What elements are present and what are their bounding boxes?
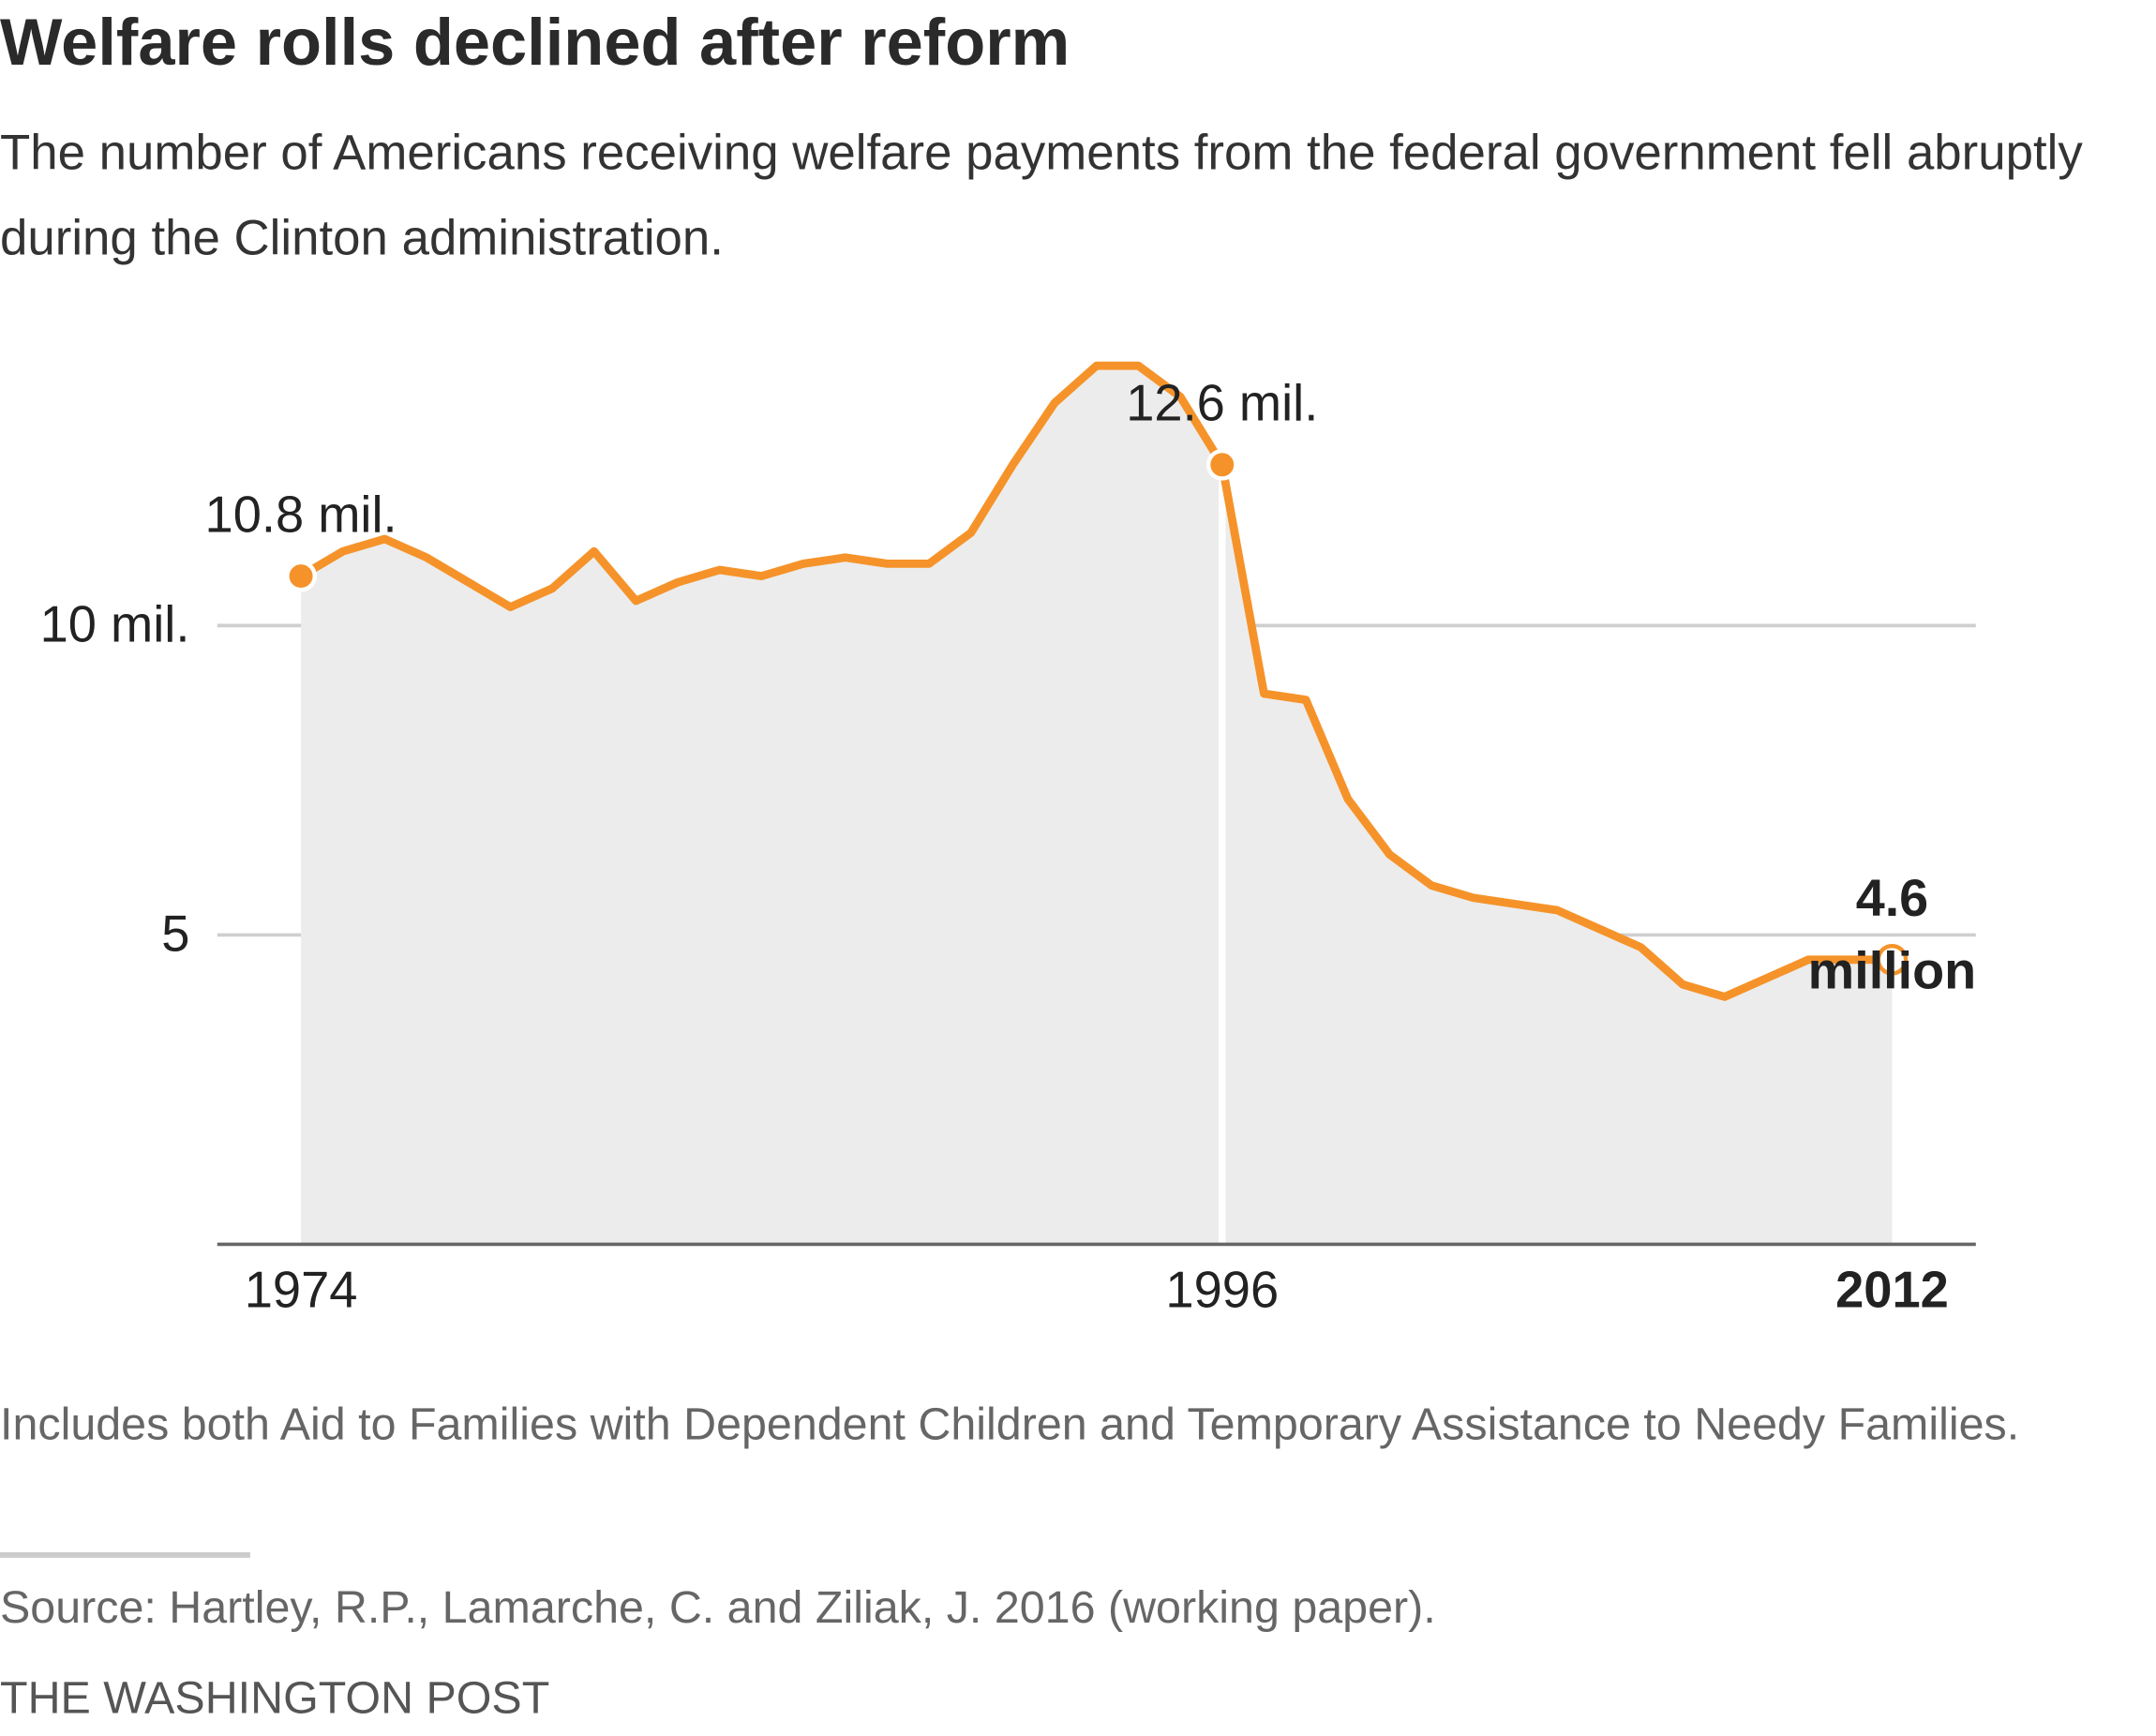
marker [1876, 943, 1909, 976]
subtitle: The number of Americans receiving welfar… [0, 124, 2083, 266]
annotation: 12.6 mil. [1126, 375, 1318, 432]
annotation: 10.8 mil. [205, 486, 397, 543]
line [298, 361, 1893, 1001]
credit: THE WASHINGTON POST [0, 1671, 550, 1723]
area [301, 366, 1893, 1245]
annotation: 4.6 [1856, 869, 1928, 927]
x-tick-label: 1974 [245, 1262, 358, 1319]
source: Source: Hartley, R.P., Lamarche, C. and … [0, 1580, 1436, 1633]
x-tick-label: 1996 [1165, 1262, 1279, 1319]
x-tick-label: 2012 [1835, 1262, 1949, 1319]
annotation: million [1808, 942, 1977, 1000]
subtitle-box: The number of Americans receiving welfar… [0, 110, 2156, 280]
title: Welfare rolls declined after reform [0, 7, 1071, 81]
note: Includes both Aid to Families with Depen… [0, 1398, 2020, 1450]
chart: 10 mil. 5 1974 1996 2012 10.8 mil. 12.6 mil. 4.… [40, 361, 1977, 1319]
marker [285, 560, 317, 592]
y-tick-label: 10 mil. [40, 596, 190, 653]
marker [1205, 448, 1238, 481]
separator [0, 1552, 250, 1558]
y-tick-label: 5 [161, 905, 189, 963]
